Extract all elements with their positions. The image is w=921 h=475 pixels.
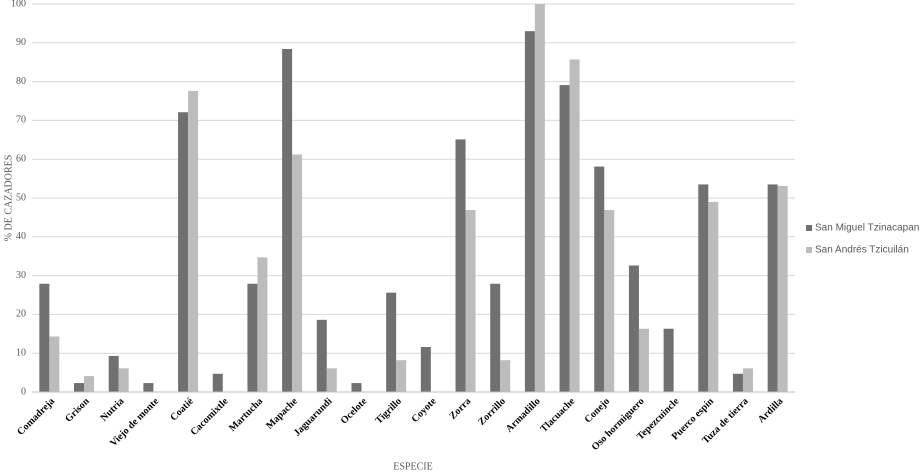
y-tick-label: 30: [16, 270, 26, 281]
bar: [396, 360, 407, 392]
x-tick-label: Comadreja: [15, 396, 57, 438]
bar: [500, 360, 511, 392]
x-tick-label: Conejo: [583, 396, 612, 425]
bar: [247, 283, 258, 392]
bar: [282, 49, 293, 393]
x-tick-label: Ocelote: [339, 396, 370, 427]
bar: [604, 210, 615, 392]
x-tick-label: Mapache: [264, 396, 300, 432]
legend-label: San Andrés Tzicuilán: [815, 245, 909, 256]
bar: [188, 90, 199, 393]
bar: [777, 185, 788, 392]
legend-label: San Miguel Tzinacapan: [815, 223, 919, 234]
y-tick-label: 50: [16, 192, 26, 203]
y-tick-label: 100: [11, 0, 26, 9]
y-axis-label: % DE CAZADORES: [3, 155, 14, 242]
bar: [465, 210, 476, 392]
y-tick-label: 80: [16, 76, 26, 87]
bar: [663, 328, 674, 392]
bar: [594, 166, 605, 392]
x-axis-label: ESPECIE: [393, 461, 432, 472]
bar: [569, 59, 580, 392]
bar: [212, 373, 223, 392]
bar: [108, 355, 119, 392]
legend-swatch: [806, 225, 812, 231]
x-tick-label: Coatié: [168, 396, 196, 424]
bar: [534, 4, 545, 392]
y-tick-label: 90: [16, 37, 26, 48]
bar: [708, 201, 719, 392]
bar: [386, 292, 397, 392]
bar: [524, 31, 535, 392]
bar: [628, 265, 639, 392]
bar: [490, 283, 501, 392]
y-tick-label: 0: [21, 386, 26, 397]
bar: [84, 376, 95, 392]
bar: [420, 346, 431, 392]
y-tick-label: 10: [16, 347, 26, 358]
bar: [351, 383, 362, 392]
bar: [49, 336, 60, 392]
y-tick-label: 70: [16, 115, 26, 126]
x-tick-label: Tlacuache: [539, 396, 578, 435]
x-tick-label: Nutria: [99, 396, 127, 424]
y-tick-label: 20: [16, 309, 26, 320]
bar: [326, 368, 337, 392]
x-tick-label: Ardilla: [756, 396, 785, 425]
bar: [39, 283, 50, 392]
x-tick-label: Coyote: [410, 396, 439, 425]
bar: [742, 368, 753, 392]
x-tick-label: Tigrillo: [373, 396, 403, 426]
x-tick-label: Cacomixtle: [189, 396, 231, 438]
bar: [559, 85, 570, 392]
x-tick-label: Martucha: [227, 396, 265, 434]
legend-swatch: [806, 247, 812, 253]
bar: [316, 319, 327, 392]
bar: [698, 184, 709, 392]
bar: [638, 328, 649, 392]
bar: [767, 184, 778, 392]
bar: [257, 257, 268, 392]
y-tick-label: 60: [16, 153, 26, 164]
x-tick-label: Armadillo: [504, 396, 543, 435]
x-tick-label: Zorrillo: [476, 396, 508, 428]
x-tick-label: Grison: [63, 396, 92, 425]
bar: [118, 368, 129, 392]
y-tick-label: 40: [16, 231, 26, 242]
bar: [455, 139, 466, 392]
bar: [292, 154, 303, 392]
bar: [178, 112, 189, 392]
bar: [143, 383, 154, 392]
bar: [732, 373, 743, 392]
bar: [74, 383, 85, 392]
x-tick-label: Zorra: [447, 396, 473, 422]
